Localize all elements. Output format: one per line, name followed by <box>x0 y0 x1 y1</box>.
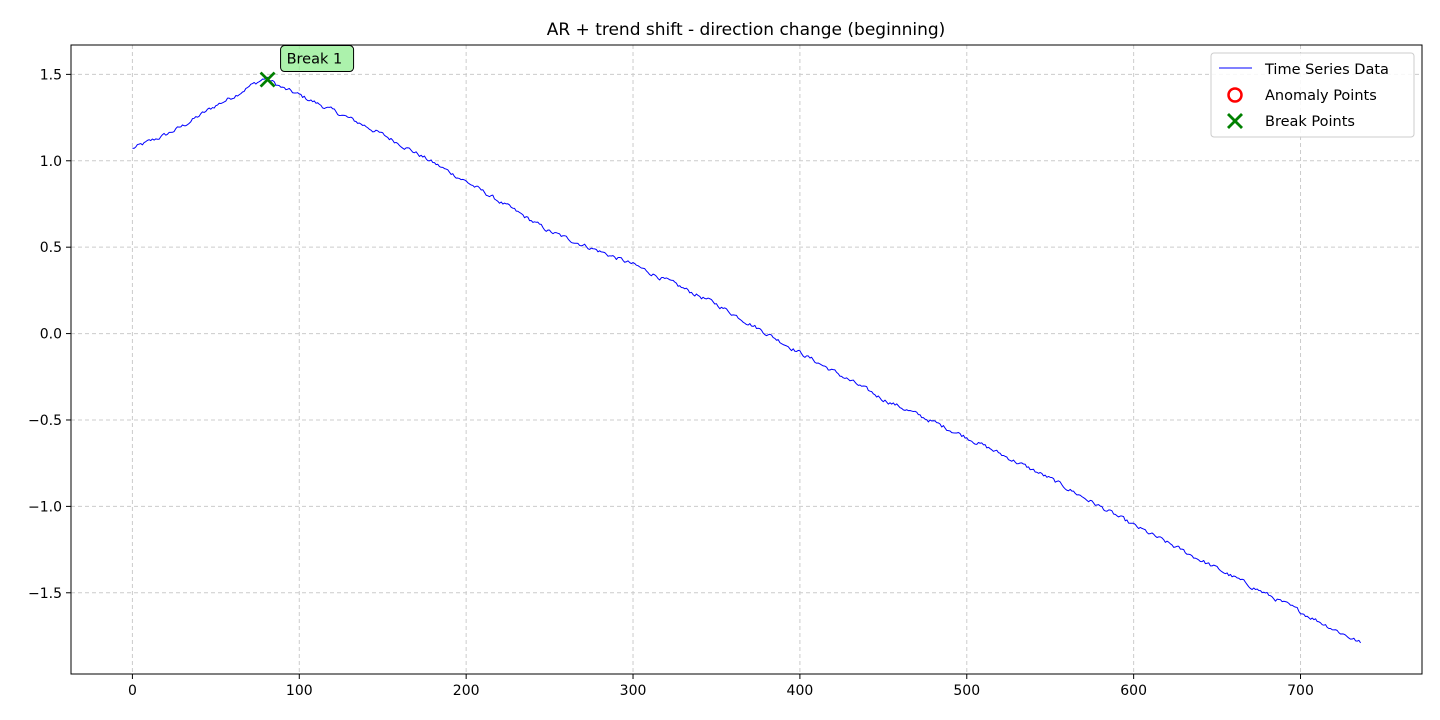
break-annotation-label: Break 1 <box>287 52 343 68</box>
annotation-layer: Break 1 <box>280 45 355 73</box>
break-point-marker <box>259 71 276 88</box>
y-tick-label: −1.5 <box>28 586 62 602</box>
plot-frame <box>70 44 1423 675</box>
x-tick-label: 600 <box>1120 683 1147 699</box>
y-tick-label: 1.5 <box>40 67 62 83</box>
x-tick-label: 500 <box>953 683 980 699</box>
y-tick-label: −0.5 <box>28 413 62 429</box>
x-tick-label: 700 <box>1287 683 1314 699</box>
legend-label-time-series: Time Series Data <box>1264 62 1389 78</box>
y-tick-label: 0.5 <box>40 240 62 256</box>
x-axis-ticks: 0 100 200 300 400 500 600 700 <box>128 674 1314 699</box>
x-tick-label: 100 <box>286 683 313 699</box>
y-tick-label: −1.0 <box>28 499 62 515</box>
x-tick-label: 200 <box>453 683 480 699</box>
legend-label-break: Break Points <box>1265 114 1355 130</box>
legend-swatch-anomaly <box>1227 87 1243 103</box>
x-tick-label: 0 <box>128 683 137 699</box>
legend: Time Series Data Anomaly Points Break Po… <box>1210 52 1415 138</box>
x-tick-label: 300 <box>620 683 647 699</box>
y-axis-ticks: −1.5 −1.0 −0.5 0.0 0.5 1.0 1.5 <box>28 67 71 602</box>
break-annotation-box <box>280 45 355 73</box>
marker-layer <box>259 71 276 88</box>
x-tick-label: 400 <box>787 683 814 699</box>
legend-swatch-break <box>1227 113 1243 129</box>
chart-title: AR + trend shift - direction change (beg… <box>547 20 946 40</box>
plot-area <box>71 45 1422 674</box>
y-tick-label: 0.0 <box>40 327 62 343</box>
grid-lines <box>71 45 1422 674</box>
legend-label-anomaly: Anomaly Points <box>1265 88 1377 104</box>
y-tick-label: 1.0 <box>40 154 62 170</box>
series-line-time-series <box>132 76 1362 644</box>
break-annotation: Break 1 <box>280 45 355 73</box>
series-layer <box>132 76 1362 644</box>
legend-box <box>1210 52 1415 138</box>
